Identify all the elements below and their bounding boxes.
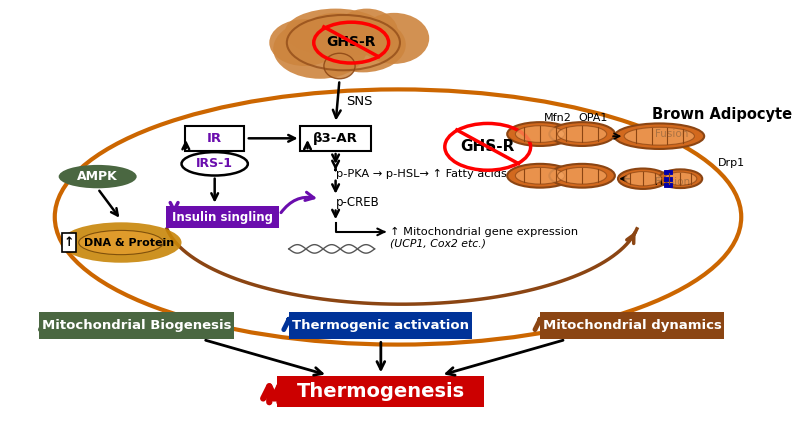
Ellipse shape <box>336 9 398 56</box>
Ellipse shape <box>359 13 429 64</box>
Ellipse shape <box>658 169 702 188</box>
Text: SNS: SNS <box>345 95 373 108</box>
Ellipse shape <box>515 126 564 142</box>
Text: Mitochondrial Biogenesis: Mitochondrial Biogenesis <box>42 319 232 332</box>
Ellipse shape <box>269 19 339 66</box>
Text: OPA1: OPA1 <box>579 113 607 123</box>
Text: Insulin singling: Insulin singling <box>172 210 273 224</box>
Ellipse shape <box>624 127 694 145</box>
Ellipse shape <box>557 168 607 184</box>
Ellipse shape <box>300 13 371 59</box>
Text: p-CREB: p-CREB <box>336 196 380 209</box>
Text: Mfn2: Mfn2 <box>544 113 572 123</box>
Ellipse shape <box>549 164 615 187</box>
FancyBboxPatch shape <box>185 125 244 151</box>
Ellipse shape <box>59 165 137 188</box>
Ellipse shape <box>60 222 181 263</box>
FancyBboxPatch shape <box>39 312 234 339</box>
Text: IR: IR <box>207 132 222 145</box>
Ellipse shape <box>664 172 696 185</box>
Text: ↑: ↑ <box>64 236 75 249</box>
Ellipse shape <box>515 168 564 184</box>
FancyBboxPatch shape <box>62 233 76 252</box>
Text: p-PKA → p-HSL→ ↑ Fatty acids → ↑ UCP1 activity: p-PKA → p-HSL→ ↑ Fatty acids → ↑ UCP1 ac… <box>336 169 612 180</box>
Text: AMPK: AMPK <box>77 170 118 183</box>
FancyBboxPatch shape <box>289 312 473 339</box>
Text: Brown Adipocyte: Brown Adipocyte <box>652 108 792 122</box>
Text: GHS-R: GHS-R <box>461 139 515 155</box>
Ellipse shape <box>624 171 661 186</box>
Text: Mitochondrial dynamics: Mitochondrial dynamics <box>543 319 721 332</box>
Ellipse shape <box>79 230 163 255</box>
Text: Thermogenic activation: Thermogenic activation <box>292 319 470 332</box>
Ellipse shape <box>618 168 668 189</box>
Text: ↑ Mitochondrial gene expression: ↑ Mitochondrial gene expression <box>390 227 579 237</box>
Text: β3-AR: β3-AR <box>313 132 358 145</box>
Text: Thermogenesis: Thermogenesis <box>297 382 465 401</box>
FancyBboxPatch shape <box>540 312 724 339</box>
Ellipse shape <box>549 122 615 146</box>
Ellipse shape <box>557 126 607 142</box>
Ellipse shape <box>507 122 573 146</box>
Ellipse shape <box>273 19 367 79</box>
Text: (UCP1, Cox2 etc.): (UCP1, Cox2 etc.) <box>390 238 486 248</box>
FancyBboxPatch shape <box>278 376 484 407</box>
Ellipse shape <box>507 164 573 187</box>
Text: DNA & Protein: DNA & Protein <box>84 237 174 247</box>
Text: GHS-R: GHS-R <box>326 35 376 49</box>
Text: Fusion: Fusion <box>655 129 689 139</box>
Text: Fission: Fission <box>655 177 691 187</box>
Ellipse shape <box>615 123 704 149</box>
Text: IRS-1: IRS-1 <box>196 158 233 170</box>
FancyBboxPatch shape <box>166 206 279 228</box>
Text: Drp1: Drp1 <box>718 158 745 168</box>
FancyBboxPatch shape <box>300 125 371 151</box>
Ellipse shape <box>324 53 355 79</box>
Ellipse shape <box>285 9 386 56</box>
Ellipse shape <box>320 17 406 72</box>
Ellipse shape <box>181 152 248 175</box>
